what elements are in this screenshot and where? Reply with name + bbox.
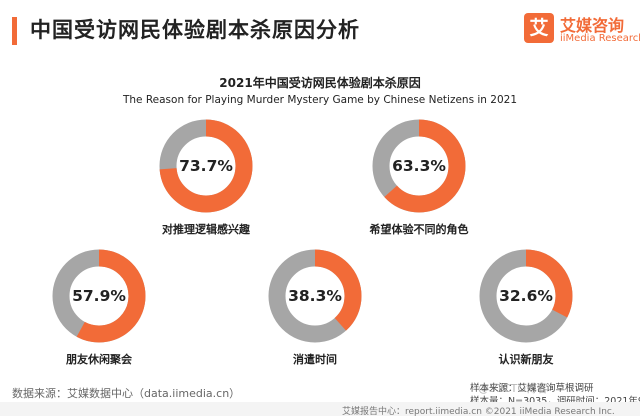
sample-size: 样本量：N=3035，调研时间：2021年9月 bbox=[470, 393, 640, 407]
donut-value-label: 32.6% bbox=[499, 287, 553, 305]
footer-text: 艾媒报告中心：report.iimedia.cn ©2021 iiMedia R… bbox=[342, 407, 615, 417]
donut-category-label: 希望体验不同的角色 bbox=[369, 222, 469, 236]
chart-title: 2021年中国受访网民体验剧本杀原因 bbox=[219, 76, 421, 90]
sample-source: 样本来源：艾媒咨询草根调研 bbox=[470, 383, 594, 394]
donut-value-arc bbox=[268, 249, 362, 343]
logo-name-en: iiMedia Research bbox=[560, 33, 640, 44]
donut-category-label: 朋友休闲聚会 bbox=[65, 352, 133, 366]
iimedia-logo: 艾 艾媒咨询 iiMedia Research bbox=[524, 13, 640, 53]
page-title: 中国受访网民体验剧本杀原因分析 bbox=[30, 18, 360, 42]
footer-bar bbox=[0, 402, 640, 416]
donut-value-label: 73.7% bbox=[179, 157, 233, 175]
donut-category-label: 认识新朋友 bbox=[499, 352, 554, 366]
donut-value-label: 63.3% bbox=[392, 157, 446, 175]
data-source: 数据来源：艾媒数据中心（data.iimedia.cn） bbox=[12, 387, 241, 400]
logo-name-cn: 艾媒咨询 bbox=[560, 16, 625, 35]
donut-category-label: 对推理逻辑感兴趣 bbox=[162, 222, 251, 236]
title-accent-bar bbox=[12, 17, 17, 45]
donut-value-label: 57.9% bbox=[72, 287, 126, 305]
chart-subtitle: The Reason for Playing Murder Mystery Ga… bbox=[122, 94, 518, 106]
donut-category-label: 消遣时间 bbox=[293, 352, 337, 366]
donut-value-label: 38.3% bbox=[288, 287, 342, 305]
donut-value-arc bbox=[52, 249, 146, 343]
donut-value-arc bbox=[159, 119, 253, 213]
donut-value-arc bbox=[479, 249, 573, 343]
watermark: @51CTO博客 bbox=[478, 382, 549, 395]
logo-mark: 艾 bbox=[524, 13, 554, 43]
donut-value-arc bbox=[372, 119, 466, 213]
